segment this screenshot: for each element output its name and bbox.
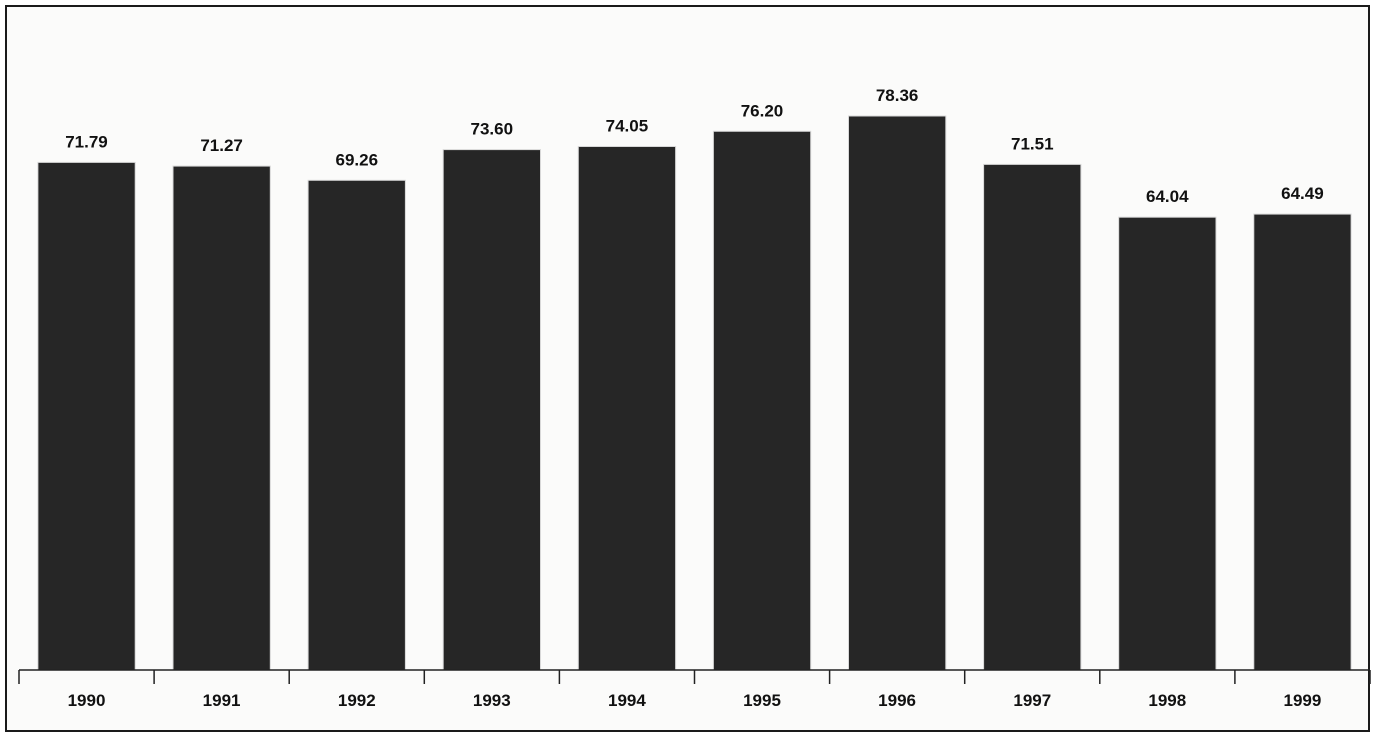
bars-group <box>37 115 1352 671</box>
category-label-1992: 1992 <box>338 691 376 710</box>
value-label-1999: 64.49 <box>1281 184 1324 203</box>
category-label-1999: 1999 <box>1283 691 1321 710</box>
bar-1991 <box>172 165 271 671</box>
bar-1997 <box>983 163 1082 671</box>
category-label-1991: 1991 <box>203 691 241 710</box>
bar-1994 <box>577 146 677 671</box>
x-axis-ticks-group <box>18 670 1371 684</box>
category-label-1990: 1990 <box>68 691 106 710</box>
category-labels-group: 1990 1991 1992 1993 1994 1995 1996 1997 1998 1999 <box>68 691 1322 710</box>
value-label-1995: 76.20 <box>741 101 784 120</box>
chart-frame: 71.79 71.27 69.26 73.60 74.05 76.20 78.36 71.51… <box>5 5 1371 732</box>
category-label-1998: 1998 <box>1148 691 1186 710</box>
bar-1995 <box>712 130 812 671</box>
bar-1990 <box>37 161 136 671</box>
category-label-1993: 1993 <box>473 691 511 710</box>
value-label-1992: 69.26 <box>336 150 379 169</box>
category-label-1995: 1995 <box>743 691 781 710</box>
value-label-1997: 71.51 <box>1011 134 1054 153</box>
value-label-1994: 74.05 <box>606 117 649 136</box>
bar-1996 <box>848 115 947 671</box>
category-label-1996: 1996 <box>878 691 916 710</box>
bar-1992 <box>307 179 406 671</box>
category-label-1994: 1994 <box>608 691 646 710</box>
bar-chart: 71.79 71.27 69.26 73.60 74.05 76.20 78.36 71.51… <box>18 86 1371 710</box>
value-label-1996: 78.36 <box>876 86 919 105</box>
bar-1999 <box>1253 213 1352 671</box>
value-label-1998: 64.04 <box>1146 187 1189 206</box>
value-labels-group: 71.79 71.27 69.26 73.60 74.05 76.20 78.36 71.51… <box>65 86 1323 206</box>
value-label-1993: 73.60 <box>471 120 514 139</box>
bar-1993 <box>442 149 542 671</box>
bar-1998 <box>1118 216 1217 671</box>
value-label-1991: 71.27 <box>200 136 243 155</box>
value-label-1990: 71.79 <box>65 132 108 151</box>
category-label-1997: 1997 <box>1013 691 1051 710</box>
